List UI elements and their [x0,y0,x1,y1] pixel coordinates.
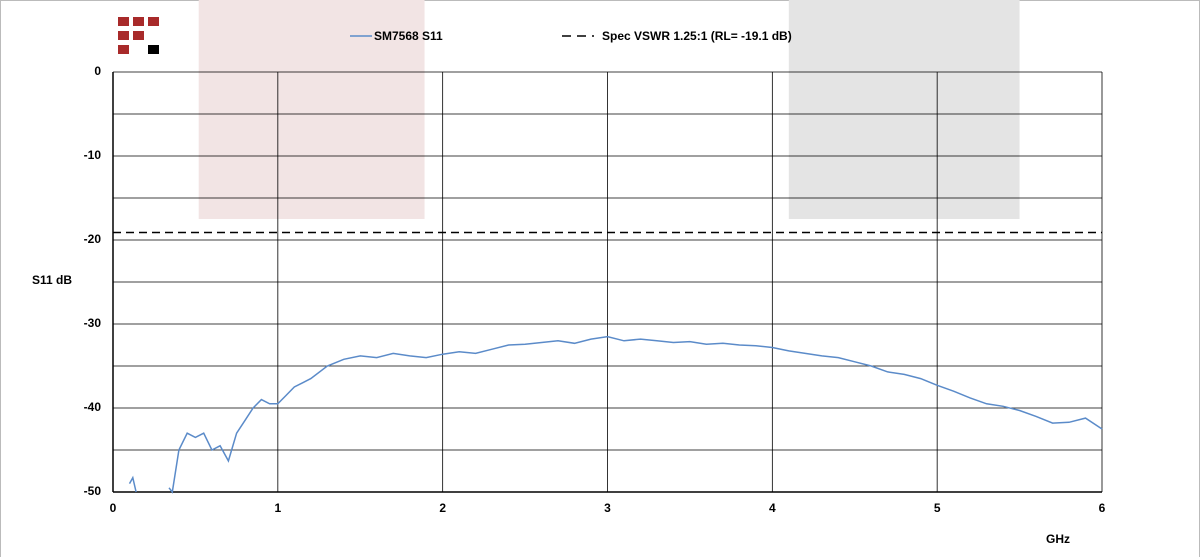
band [788,0,1020,219]
band [198,0,425,219]
logo [118,17,159,54]
y-tick-label: -10 [84,148,102,162]
legend-label: SM7568 S11 [374,29,443,43]
y-tick-label: -30 [84,316,102,330]
legend-label: Spec VSWR 1.25:1 (RL= -19.1 dB) [602,29,792,43]
x-axis-label: GHz [1046,532,1070,546]
y-tick-label: -20 [84,232,102,246]
y-tick-label: -50 [84,484,102,498]
x-tick-label: 3 [604,501,611,515]
y-tick-label: 0 [94,64,101,78]
series-line [128,335,1103,494]
x-tick-label: 6 [1099,501,1106,515]
x-tick-label: 0 [110,501,117,515]
x-tick-label: 4 [769,501,776,515]
y-axis-label: S11 dB [32,273,72,287]
x-tick-label: 1 [274,501,281,515]
x-tick-label: 2 [439,501,446,515]
x-tick-label: 5 [934,501,941,515]
y-tick-label: -40 [84,400,102,414]
